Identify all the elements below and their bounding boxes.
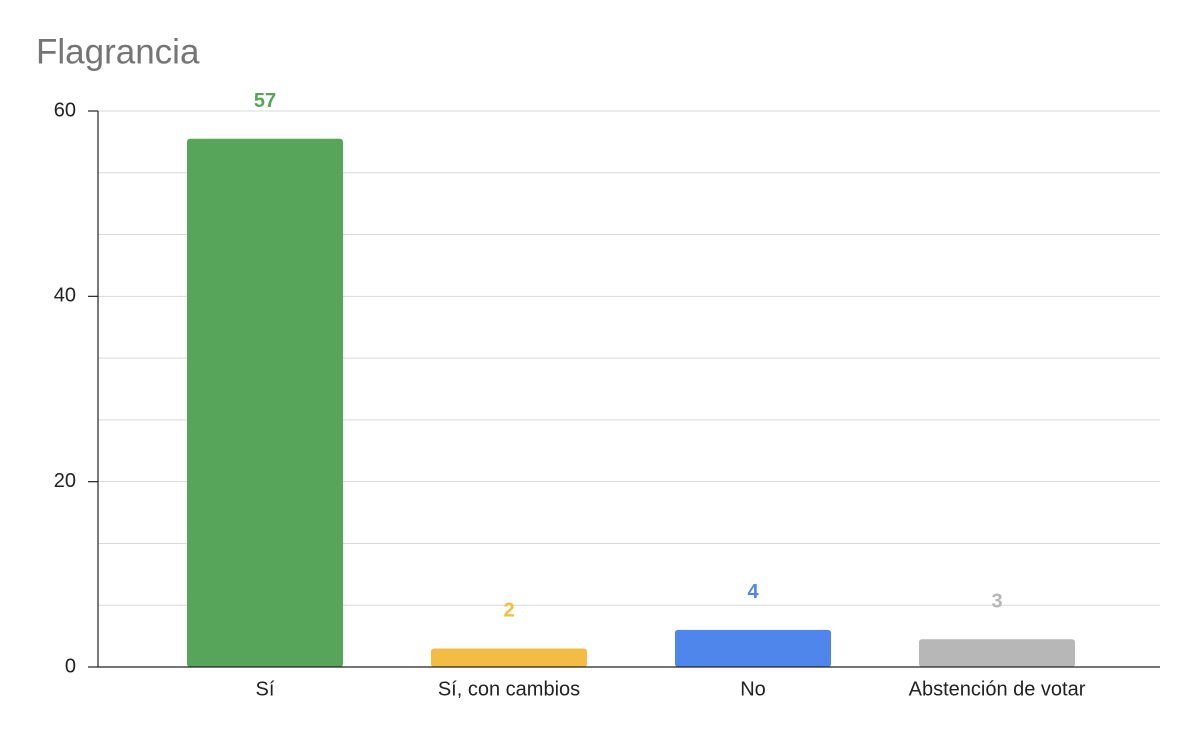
chart-title: Flagrancia [36, 32, 200, 71]
data-label: 57 [254, 90, 276, 112]
bar [187, 138, 343, 668]
bar [675, 629, 831, 667]
y-tick-label: 40 [54, 285, 76, 307]
x-tick-label: Sí [256, 678, 275, 700]
y-tick-label: 60 [54, 99, 76, 121]
x-tick-label: No [740, 678, 766, 700]
x-tick-label: Abstención de votar [909, 678, 1086, 700]
bar [431, 648, 587, 667]
bar [919, 639, 1075, 667]
data-label: 4 [747, 581, 759, 603]
y-tick-label: 20 [54, 470, 76, 492]
x-tick-label: Sí, con cambios [438, 678, 580, 700]
data-label: 2 [503, 600, 514, 622]
y-tick-label: 0 [65, 655, 76, 677]
data-label: 3 [991, 590, 1002, 612]
